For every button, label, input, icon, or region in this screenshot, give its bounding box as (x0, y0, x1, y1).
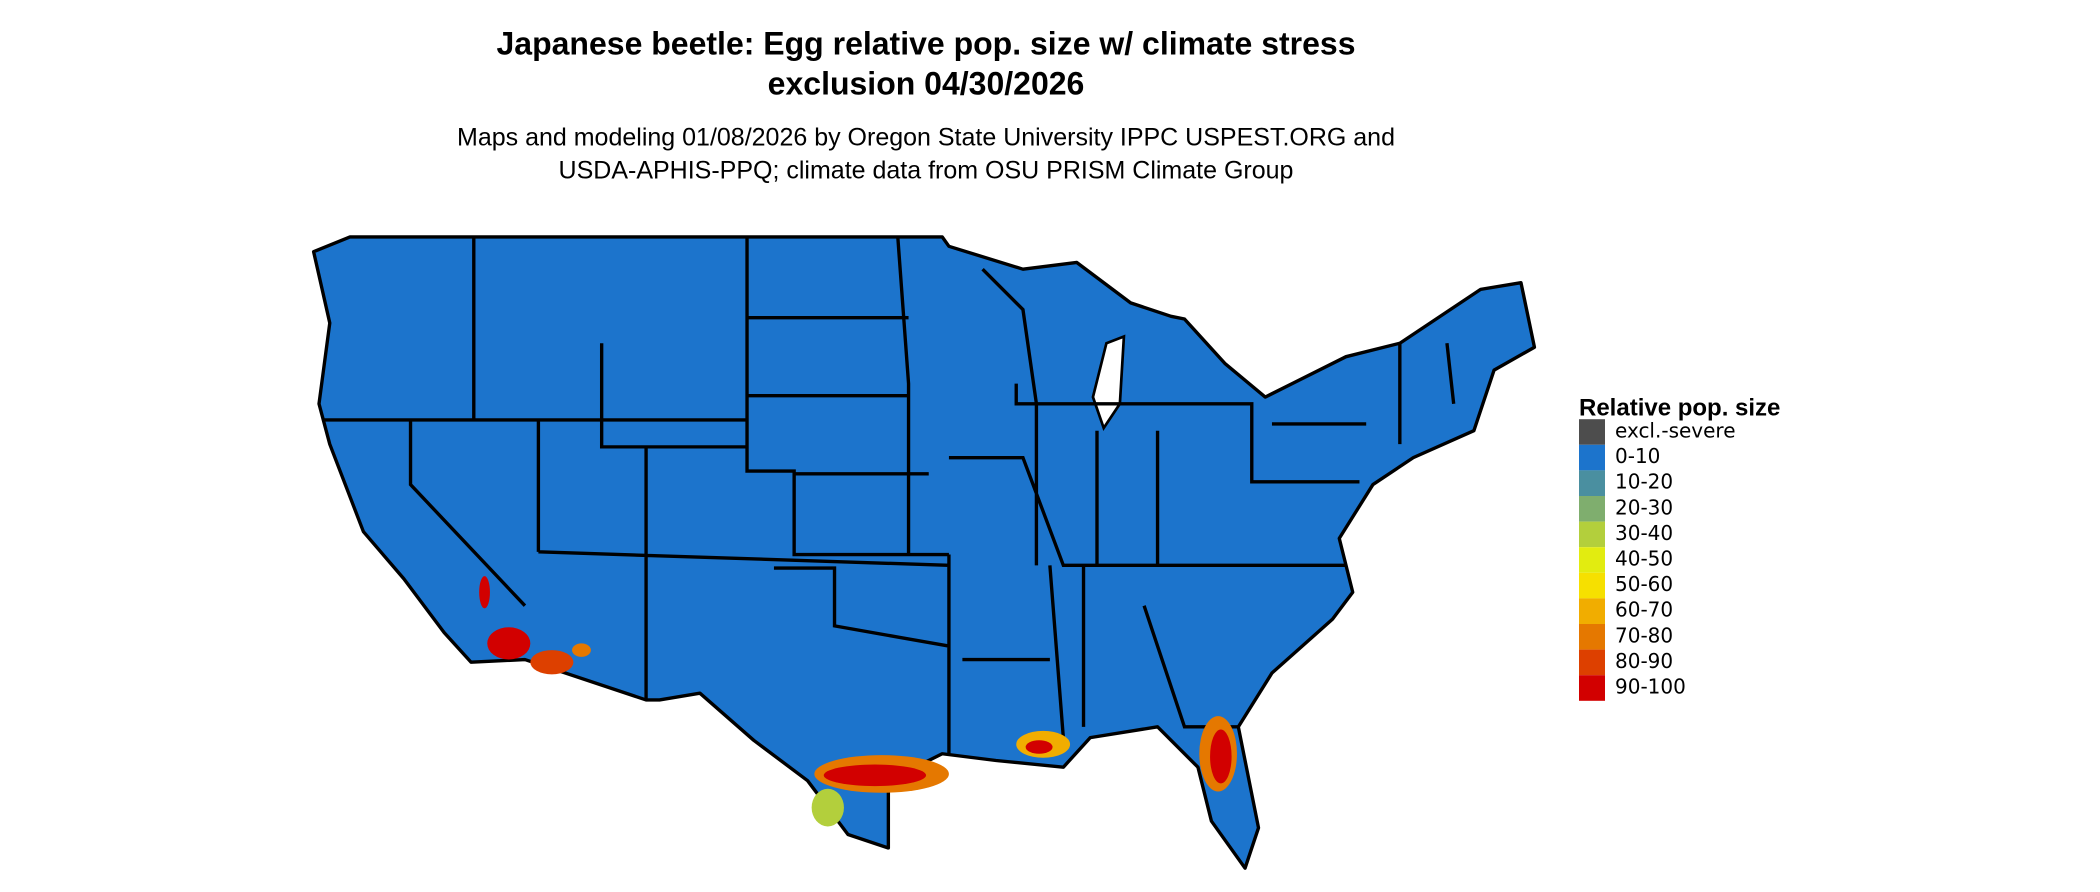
legend-label: 40-50 (1615, 547, 1673, 571)
legend-swatch (1579, 624, 1605, 650)
us-map (311, 235, 1537, 870)
legend-label: 0-10 (1615, 444, 1660, 468)
legend-swatch (1579, 521, 1605, 548)
legend-swatch (1579, 444, 1605, 471)
legend-label: 10-20 (1615, 470, 1673, 494)
legend-swatch (1579, 496, 1605, 522)
hotspots (479, 576, 1237, 827)
legend-swatch (1579, 675, 1605, 701)
title: Japanese beetle: Egg relative pop. size … (496, 25, 1355, 61)
state-lines (323, 236, 1456, 754)
legend-label: 60-70 (1615, 598, 1673, 622)
legend-swatch (1579, 547, 1605, 573)
us-outline (311, 235, 1537, 870)
legend-swatch (1579, 419, 1605, 445)
legend-swatch (1579, 470, 1605, 496)
legend-title: Relative pop. size (1579, 394, 1780, 421)
legend-label: 90-100 (1615, 675, 1686, 699)
legend-swatch (1579, 649, 1605, 676)
subtitle: Maps and modeling 01/08/2026 by Oregon S… (457, 124, 1395, 152)
legend-label: 30-40 (1615, 521, 1673, 545)
title: exclusion 04/30/2026 (768, 65, 1085, 101)
legend: excl.-severe0-1010-2020-3030-4040-5050-6… (1579, 419, 1736, 701)
legend-label: 50-60 (1615, 572, 1673, 596)
subtitle: USDA-APHIS-PPQ; climate data from OSU PR… (559, 157, 1294, 185)
legend-label: 70-80 (1615, 623, 1673, 647)
legend-label: 80-90 (1615, 649, 1673, 673)
legend-swatch (1579, 572, 1605, 599)
legend-label: 20-30 (1615, 495, 1673, 519)
legend-swatch (1579, 598, 1605, 624)
legend-label: excl.-severe (1615, 419, 1736, 443)
